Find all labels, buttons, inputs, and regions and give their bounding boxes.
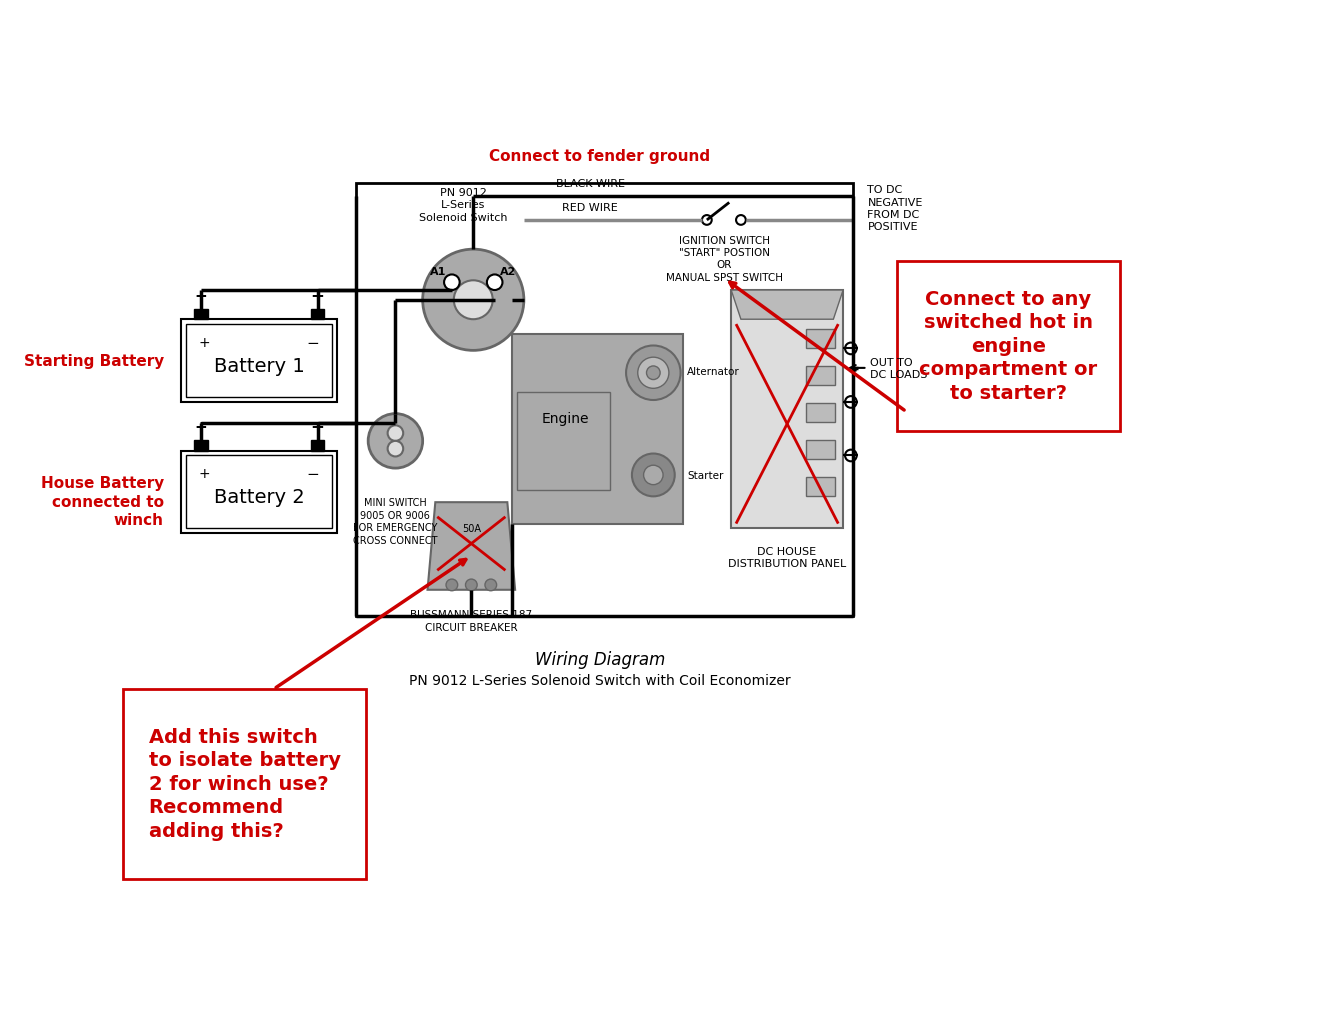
- Bar: [807, 478, 836, 497]
- Circle shape: [644, 466, 663, 485]
- Circle shape: [845, 343, 857, 355]
- Text: PN 9012
L-Series
Solenoid Switch: PN 9012 L-Series Solenoid Switch: [420, 187, 508, 223]
- Text: +: +: [194, 420, 207, 435]
- Text: +: +: [199, 467, 210, 481]
- Circle shape: [484, 580, 496, 591]
- Polygon shape: [428, 502, 515, 590]
- Circle shape: [444, 275, 459, 290]
- Circle shape: [454, 281, 492, 320]
- Circle shape: [638, 358, 669, 389]
- Text: −: −: [306, 335, 319, 351]
- Bar: [512, 334, 682, 524]
- Bar: [310, 440, 325, 451]
- Text: PN 9012 L-Series Solenoid Switch with Coil Economizer: PN 9012 L-Series Solenoid Switch with Co…: [409, 673, 791, 687]
- Bar: [807, 440, 836, 460]
- Text: −: −: [306, 467, 319, 482]
- Text: Alternator: Alternator: [688, 367, 741, 376]
- Text: IGNITION SWITCH
"START" POSTION
OR
MANUAL SPST SWITCH: IGNITION SWITCH "START" POSTION OR MANUA…: [665, 235, 783, 282]
- Text: FROM DC
POSITIVE: FROM DC POSITIVE: [867, 210, 920, 232]
- Bar: [181, 451, 337, 534]
- Bar: [194, 309, 207, 320]
- Bar: [123, 690, 366, 879]
- Text: A2: A2: [500, 266, 516, 276]
- Circle shape: [446, 580, 458, 591]
- Bar: [517, 392, 610, 490]
- Text: Starting Battery: Starting Battery: [24, 354, 164, 368]
- Bar: [194, 440, 207, 451]
- Text: DC HOUSE
DISTRIBUTION PANEL: DC HOUSE DISTRIBUTION PANEL: [727, 546, 846, 569]
- Bar: [807, 404, 836, 423]
- Circle shape: [487, 275, 503, 290]
- Text: Battery 1: Battery 1: [214, 357, 305, 376]
- Text: Wiring Diagram: Wiring Diagram: [535, 650, 665, 668]
- Bar: [896, 262, 1121, 432]
- Text: BUSSMANN SERIES 187
CIRCUIT BREAKER: BUSSMANN SERIES 187 CIRCUIT BREAKER: [411, 609, 532, 632]
- Bar: [807, 367, 836, 386]
- Text: Add this switch
to isolate battery
2 for winch use?
Recommend
adding this?: Add this switch to isolate battery 2 for…: [149, 728, 341, 840]
- Text: MINI SWITCH
9005 OR 9006
FOR EMERGENCY
CROSS CONNECT: MINI SWITCH 9005 OR 9006 FOR EMERGENCY C…: [354, 498, 438, 545]
- Circle shape: [647, 367, 660, 380]
- Bar: [731, 290, 843, 529]
- Bar: [181, 320, 337, 403]
- Text: Connect to fender ground: Connect to fender ground: [490, 150, 710, 164]
- Text: −: −: [310, 417, 325, 435]
- Polygon shape: [731, 290, 843, 320]
- Text: Battery 2: Battery 2: [214, 488, 305, 506]
- Text: A1: A1: [430, 266, 446, 276]
- Circle shape: [845, 450, 857, 462]
- Text: Connect to any
switched hot in
engine
compartment or
to starter?: Connect to any switched hot in engine co…: [920, 289, 1098, 403]
- Bar: [310, 309, 325, 320]
- Bar: [356, 183, 853, 616]
- Circle shape: [466, 580, 477, 591]
- Circle shape: [737, 216, 746, 225]
- Text: House Battery
connected to
winch: House Battery connected to winch: [41, 476, 164, 528]
- Circle shape: [388, 441, 403, 457]
- Text: +: +: [199, 335, 210, 350]
- Circle shape: [632, 454, 675, 497]
- Bar: [807, 329, 836, 350]
- Circle shape: [626, 346, 681, 400]
- Text: Engine: Engine: [543, 412, 590, 426]
- Circle shape: [422, 250, 524, 351]
- Bar: [186, 325, 333, 397]
- Text: Starter: Starter: [688, 471, 723, 481]
- Circle shape: [845, 396, 857, 409]
- Text: +: +: [194, 288, 207, 304]
- Text: RED WIRE: RED WIRE: [562, 203, 618, 213]
- Circle shape: [702, 216, 711, 225]
- Text: OUT TO
DC LOADS: OUT TO DC LOADS: [870, 358, 928, 380]
- Text: 50A: 50A: [462, 524, 480, 534]
- Text: TO DC
NEGATIVE: TO DC NEGATIVE: [867, 185, 923, 208]
- Circle shape: [388, 426, 403, 441]
- Circle shape: [368, 414, 422, 469]
- Text: BLACK WIRE: BLACK WIRE: [556, 178, 624, 189]
- Text: −: −: [310, 285, 325, 304]
- Bar: [186, 457, 333, 529]
